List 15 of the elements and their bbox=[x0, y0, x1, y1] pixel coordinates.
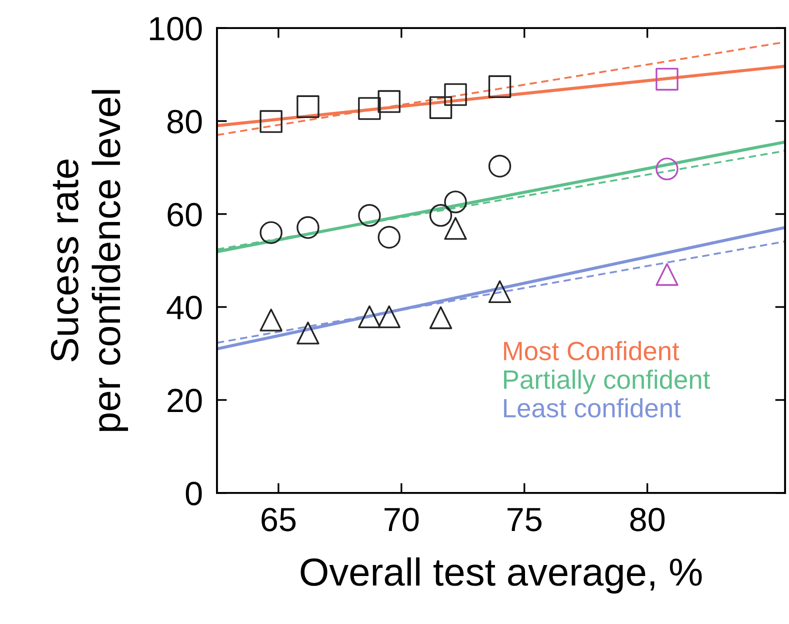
x-tick-label: 70 bbox=[384, 508, 419, 532]
y-tick-label: 100 bbox=[150, 16, 202, 40]
x-tick-label: 75 bbox=[508, 508, 542, 532]
x-axis-title: Overall test average, % bbox=[300, 557, 702, 594]
y-tick-label: 60 bbox=[168, 202, 202, 226]
y-tick-label: 80 bbox=[167, 110, 202, 134]
x-tick-label: 65 bbox=[262, 508, 296, 532]
text: Most Confident bbox=[504, 341, 680, 360]
y-tick-label: 20 bbox=[168, 388, 202, 412]
text: Least confident bbox=[504, 398, 681, 418]
y-tick-label: 0 bbox=[186, 482, 202, 506]
y-tick-label: 40 bbox=[166, 296, 202, 320]
y-axis-title: Sucess rate per confidence level bbox=[50, 90, 128, 431]
x-tick-label: 80 bbox=[630, 508, 665, 532]
text: Partially confident bbox=[504, 370, 710, 394]
